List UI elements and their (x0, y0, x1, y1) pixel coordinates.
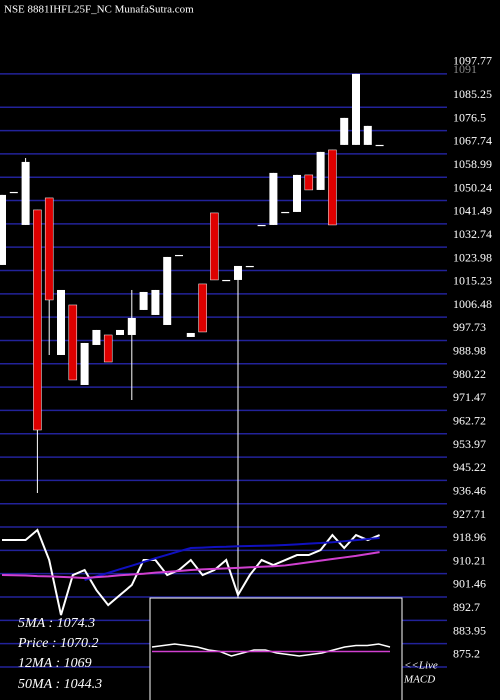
y-tick-label: 918.96 (453, 530, 486, 544)
candle-body (269, 172, 278, 225)
y-tick-label: 1015.23 (453, 274, 492, 288)
price-label: 1091 (453, 62, 477, 76)
y-tick-label: 901.46 (453, 577, 486, 591)
y-tick-label: 1032.74 (453, 227, 492, 241)
plot (0, 73, 384, 616)
candle-body (222, 279, 231, 282)
y-tick-label: 1041.49 (453, 204, 492, 218)
candle-body (116, 329, 124, 335)
stat: 5MA : 1074.3 (18, 616, 95, 631)
y-tick-label: 1023.98 (453, 250, 492, 264)
candle-body (198, 283, 207, 333)
y-tick-label: 883.95 (453, 623, 486, 637)
y-tick-label: 1085.25 (453, 87, 492, 101)
y-tick-label: 1097.77 (453, 54, 492, 68)
y-tick-label: 910.21 (453, 553, 486, 567)
grid: 1097.77 1085.25 1076.5 1067.74 1058.99 1050.2… (0, 54, 492, 668)
overlay-line (2, 528, 380, 616)
candle-body (363, 125, 372, 145)
candle-body (103, 334, 113, 363)
macd-label: <<Live (404, 660, 438, 672)
macd-panel (149, 597, 403, 700)
stat: 12MA : 1069 (18, 656, 92, 671)
macd-frame (149, 597, 403, 700)
candle-body (316, 151, 325, 190)
y-tick-label: 875.2 (453, 647, 480, 661)
stat: Price : 1070.2 (17, 636, 98, 651)
y-tick-label: 997.73 (453, 320, 486, 334)
y-tick-label: 945.22 (453, 460, 486, 474)
candle-body (21, 161, 30, 225)
chart-title: NSE 8881IHFL25F_NC MunafaSutra.com (4, 4, 194, 16)
candle-body (44, 197, 54, 301)
candle-body (186, 332, 195, 337)
y-tick-label: 962.72 (453, 413, 486, 427)
candle-body (163, 256, 172, 325)
candle-body (328, 149, 337, 226)
y-tick-label: 936.46 (453, 483, 486, 497)
candle-body (57, 289, 65, 355)
y-tick-label: 971.47 (453, 390, 486, 404)
overlay-line (1, 551, 380, 579)
y-tick-label: 927.71 (453, 507, 486, 521)
candle-body (304, 174, 314, 191)
candle-body (92, 329, 101, 345)
candle-body (293, 174, 301, 212)
candle-body (340, 117, 349, 145)
y-tick-label: 892.7 (453, 600, 480, 614)
y-tick-label: 980.22 (453, 367, 486, 381)
candle-body (375, 144, 384, 147)
overlay-line (84, 537, 380, 581)
y-tick-label: 1067.74 (453, 134, 492, 148)
macd-label: MACD (403, 674, 435, 686)
candle-body (80, 342, 89, 385)
stat: 50MA : 1044.3 (18, 677, 102, 692)
y-tick-label: 1058.99 (453, 157, 492, 171)
candle-body (281, 211, 290, 214)
candle-body (245, 265, 254, 268)
candle-body (33, 209, 42, 431)
candle-body (127, 317, 136, 335)
y-tick-label: 1050.24 (453, 180, 492, 194)
candle-body (257, 224, 266, 227)
candle-body (210, 212, 219, 281)
candle-body (151, 289, 160, 315)
candle-body (234, 265, 242, 280)
y-tick-label: 1006.48 (453, 297, 492, 311)
candle-body (139, 291, 148, 310)
candle-body (9, 191, 18, 194)
candle-body (0, 194, 6, 265)
candle-body (352, 73, 360, 145)
y-tick-label: 1076.5 (453, 110, 486, 124)
candle-body (175, 254, 183, 257)
y-tick-label: 953.97 (453, 437, 486, 451)
candle-body (68, 304, 78, 381)
y-tick-label: 988.98 (453, 344, 486, 358)
